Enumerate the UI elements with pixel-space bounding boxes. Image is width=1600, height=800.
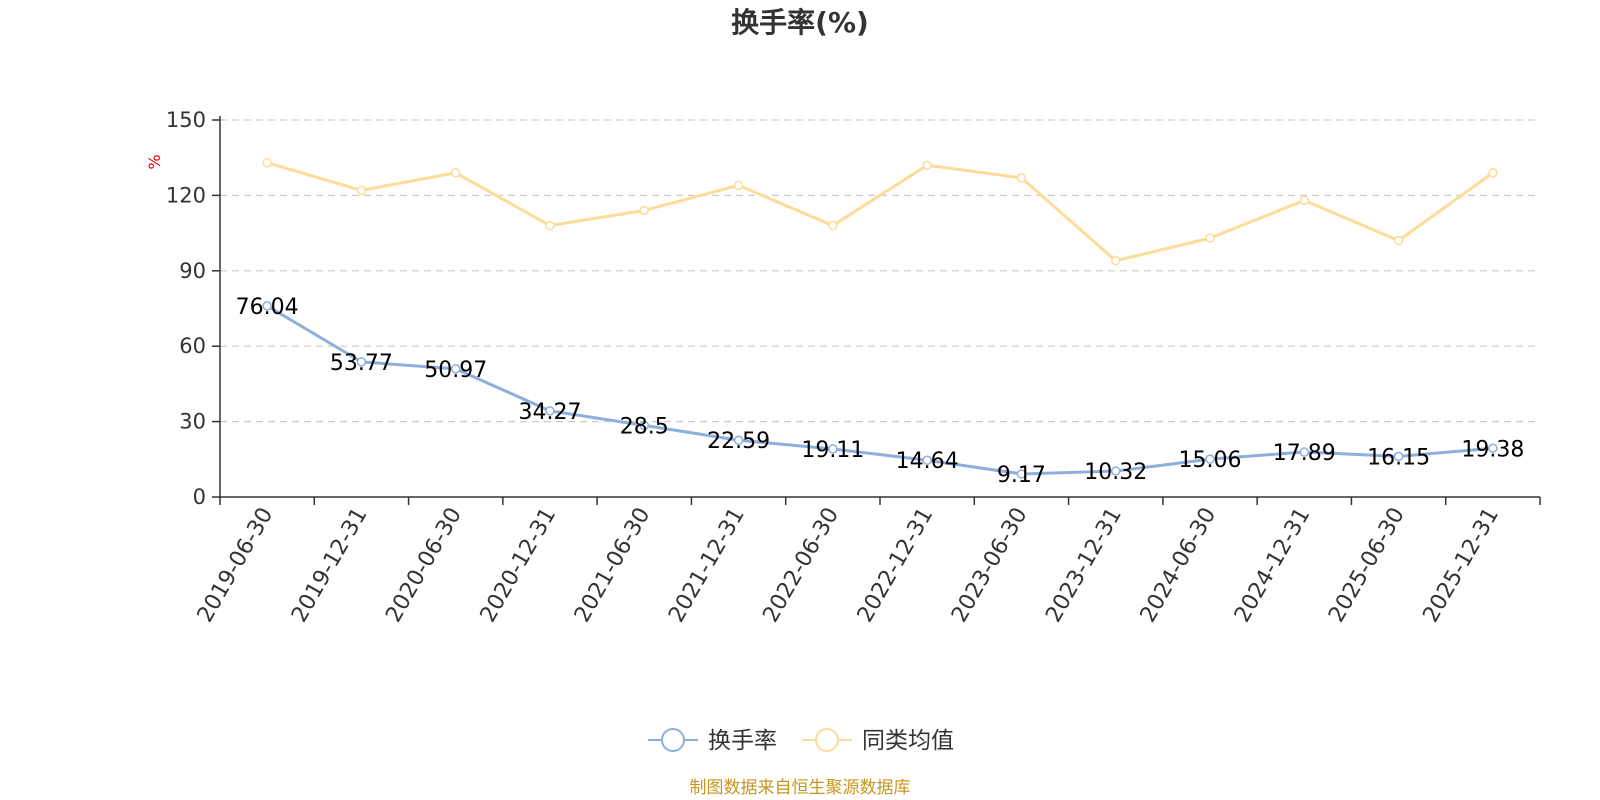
data-label-2021-12-31: 22.59 [707,429,770,454]
data-label-2023-06-30: 9.17 [997,463,1046,488]
x-tick-label-2020-12-31: 2020-12-31 [476,504,562,627]
legend-label-peer-average: 同类均值 [862,728,954,754]
point-peer-average-2020-12-31[interactable] [545,220,555,231]
point-peer-average-2023-12-31[interactable] [1110,255,1121,266]
x-tick-label-2023-12-31: 2023-12-31 [1041,504,1127,627]
series-lines [262,157,1498,479]
point-peer-average-2022-12-31[interactable] [922,160,932,170]
data-label-2024-12-31: 17.89 [1273,441,1336,466]
legend-item-peer-average[interactable]: 同类均值 [802,728,954,754]
x-tick-label-2019-06-30: 2019-06-30 [193,504,279,627]
legend-marker-turnover [661,728,685,752]
point-turnover-2020-12-31[interactable] [545,406,555,416]
data-source-note: 制图数据来自恒生聚源数据库 [690,778,911,798]
point-turnover-2022-06-30[interactable] [828,444,838,454]
legend[interactable]: 换手率 同类均值 [648,728,954,754]
point-turnover-2025-12-31[interactable] [1488,443,1498,454]
x-tick-label-2022-06-30: 2022-06-30 [758,504,844,627]
point-turnover-2019-12-31[interactable] [356,357,367,367]
data-labels: 76.04 53.77 50.97 34.27 28.5 22.59 19.11 14.64 9… [236,295,1525,488]
x-tick-label-2020-06-30: 2020-06-30 [381,504,467,627]
point-turnover-2020-06-30[interactable] [450,364,461,374]
y-tick-label-30: 30 [179,410,206,434]
point-peer-average-2024-06-30[interactable] [1205,233,1215,243]
point-turnover-2023-06-30[interactable] [1016,469,1027,479]
point-turnover-2021-06-30[interactable] [639,420,650,431]
legend-label-turnover: 换手率 [708,728,777,754]
data-label-2021-06-30: 28.5 [620,414,669,439]
point-turnover-2019-06-30[interactable] [262,301,272,311]
x-tick-label-2019-12-31: 2019-12-31 [287,504,373,627]
data-label-2019-12-31: 53.77 [330,351,393,376]
point-turnover-2024-12-31[interactable] [1299,447,1310,457]
data-label-2020-06-30: 50.97 [424,358,487,383]
x-tick-label-2021-12-31: 2021-12-31 [664,504,750,627]
y-tick-label-120: 120 [166,183,206,207]
data-label-2024-06-30: 15.06 [1179,448,1242,473]
x-tick-label-2022-12-31: 2022-12-31 [853,504,939,627]
y-tick-label-90: 90 [179,259,206,283]
point-peer-average-2019-06-30[interactable] [262,157,272,168]
y-tick-label-60: 60 [179,334,206,358]
y-axis-unit: % [145,154,164,169]
chart-title: 换手率(%) [731,6,869,39]
data-label-2022-12-31: 14.64 [896,449,959,474]
point-turnover-2023-12-31[interactable] [1110,466,1121,476]
x-tick-label-2025-12-31: 2025-12-31 [1418,504,1504,627]
point-peer-average-2025-12-31[interactable] [1488,168,1498,178]
point-peer-average-2021-12-31[interactable] [733,180,744,191]
point-peer-average-2025-06-30[interactable] [1393,235,1404,246]
x-tick-label-2024-12-31: 2024-12-31 [1230,504,1316,627]
y-tick-label-0: 0 [193,485,206,509]
y-tick-label-150: 150 [166,108,206,132]
x-tick-label-2021-06-30: 2021-06-30 [570,504,656,627]
x-tick-label-2024-06-30: 2024-06-30 [1136,504,1222,627]
point-peer-average-2020-06-30[interactable] [450,168,461,178]
data-label-2019-06-30: 76.04 [236,295,299,320]
data-label-2025-06-30: 16.15 [1367,445,1430,470]
data-label-2025-12-31: 19.38 [1461,437,1524,462]
x-tick-label-2023-06-30: 2023-06-30 [947,504,1033,627]
point-peer-average-2019-12-31[interactable] [356,185,367,196]
data-label-2022-06-30: 19.11 [801,438,864,463]
point-turnover-2024-06-30[interactable] [1205,454,1215,464]
legend-item-turnover[interactable]: 换手率 [648,728,777,754]
data-label-2020-12-31: 34.27 [519,400,582,425]
series-line-turnover [266,304,1493,476]
point-turnover-2021-12-31[interactable] [733,435,744,445]
point-peer-average-2021-06-30[interactable] [639,205,650,216]
grid-lines [220,119,1540,423]
point-turnover-2022-12-31[interactable] [922,455,932,465]
point-turnover-2025-06-30[interactable] [1393,451,1404,462]
point-peer-average-2022-06-30[interactable] [828,220,838,231]
point-peer-average-2024-12-31[interactable] [1299,195,1310,206]
series-line-peer-average [266,161,1494,263]
x-tick-label-2025-06-30: 2025-06-30 [1324,504,1410,627]
data-label-2023-12-31: 10.32 [1084,460,1147,485]
legend-marker-peer-average [815,728,839,752]
point-peer-average-2023-06-30[interactable] [1016,173,1027,183]
